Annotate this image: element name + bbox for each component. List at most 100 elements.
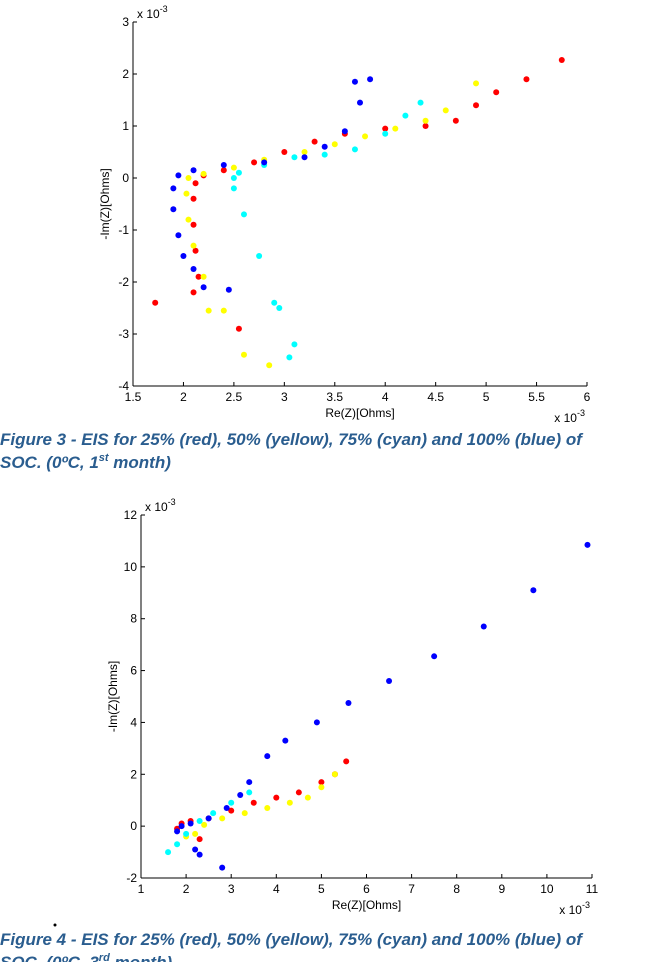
data-point xyxy=(345,699,352,706)
data-point xyxy=(192,830,199,837)
axis-multiplier: x 10-3 xyxy=(559,900,590,917)
caption-line: SOC. (0ºC, 1st month) xyxy=(0,452,171,472)
data-point xyxy=(205,815,212,822)
data-point xyxy=(351,146,358,153)
data-point xyxy=(331,771,338,778)
y-tick-label: -3 xyxy=(118,327,129,341)
x-axis-label: Re(Z)[Ohms] xyxy=(325,406,394,420)
data-point xyxy=(185,175,192,181)
data-point xyxy=(170,206,177,213)
y-tick-label: 8 xyxy=(130,612,137,626)
data-point xyxy=(174,828,181,835)
data-point xyxy=(210,810,217,817)
data-point xyxy=(301,149,308,155)
x-tick-label: 3.5 xyxy=(326,390,343,404)
data-point xyxy=(175,172,182,179)
x-tick-label: 5 xyxy=(483,390,490,404)
data-point xyxy=(530,587,537,594)
data-point xyxy=(291,341,298,348)
data-point xyxy=(281,149,288,155)
caption-sup: rd xyxy=(99,952,110,962)
data-point xyxy=(480,623,487,630)
data-point xyxy=(196,836,203,843)
data-point xyxy=(175,232,182,239)
data-point xyxy=(584,541,591,548)
y-tick-label: -1 xyxy=(118,223,129,237)
data-point xyxy=(192,846,199,853)
data-point xyxy=(219,815,226,822)
data-point xyxy=(195,273,202,280)
x-tick-label: 5.5 xyxy=(528,390,545,404)
data-point xyxy=(452,117,459,124)
x-tick-label: 4 xyxy=(273,882,280,896)
data-point xyxy=(422,117,429,124)
data-point xyxy=(256,253,263,259)
data-point xyxy=(183,190,190,197)
data-point xyxy=(442,107,449,114)
data-point xyxy=(291,154,298,161)
data-point xyxy=(228,799,235,806)
multiplier-base: x 10 xyxy=(559,903,582,917)
data-point xyxy=(295,789,302,796)
data-point xyxy=(192,180,199,187)
multiplier-base: x 10 xyxy=(145,500,168,514)
caption-sup: st xyxy=(99,452,110,464)
y-tick-label: -2 xyxy=(126,871,137,885)
data-point xyxy=(251,159,258,166)
y-tick-label: -2 xyxy=(118,275,129,289)
data-point xyxy=(183,830,190,837)
y-axis-label: -Im(Z)[Ohms] xyxy=(106,661,120,732)
y-tick-label: 4 xyxy=(130,715,137,729)
caption-text: month) xyxy=(110,953,173,962)
data-point xyxy=(318,784,325,791)
data-point xyxy=(219,864,226,871)
x-tick-label: 2 xyxy=(183,882,190,896)
y-tick-label: -4 xyxy=(118,379,129,393)
data-point xyxy=(220,307,227,314)
data-point xyxy=(313,719,320,726)
data-point xyxy=(220,167,227,174)
multiplier-exponent: -3 xyxy=(577,408,585,418)
data-point xyxy=(228,807,235,814)
y-axis-label: -Im(Z)[Ohms] xyxy=(98,168,112,239)
multiplier-exponent: -3 xyxy=(582,900,590,910)
x-tick-label: 6 xyxy=(584,390,591,404)
x-tick-label: 2.5 xyxy=(226,390,243,404)
data-point xyxy=(223,804,230,811)
data-point xyxy=(185,216,192,223)
data-point xyxy=(240,351,247,358)
data-point xyxy=(190,167,197,174)
caption-text: SOC. (0ºC, 3 xyxy=(0,953,99,962)
multiplier-exponent: -3 xyxy=(168,497,176,507)
data-point xyxy=(318,779,325,786)
data-point xyxy=(200,273,207,280)
data-point xyxy=(357,99,363,106)
data-point xyxy=(196,817,203,824)
data-point xyxy=(431,653,438,660)
data-point xyxy=(362,133,369,140)
data-point xyxy=(174,841,181,848)
data-point xyxy=(165,849,172,856)
y-tick-label: 3 xyxy=(122,15,129,29)
data-point xyxy=(493,89,500,96)
data-point xyxy=(261,159,268,166)
data-point xyxy=(386,677,393,684)
data-point xyxy=(187,820,194,827)
data-point xyxy=(473,80,480,87)
data-point xyxy=(286,354,293,361)
axis-multiplier: x 10-3 xyxy=(145,497,176,514)
data-point xyxy=(196,851,203,858)
data-point xyxy=(273,794,280,801)
data-point xyxy=(422,123,429,129)
data-point xyxy=(282,737,289,744)
x-tick-label: 6 xyxy=(363,882,370,896)
data-point xyxy=(304,794,311,801)
caption-text: month) xyxy=(109,453,172,472)
x-tick-label: 1 xyxy=(138,882,145,896)
data-point xyxy=(402,112,409,119)
data-point xyxy=(178,823,185,830)
y-tick-label: 12 xyxy=(124,508,138,522)
data-point xyxy=(417,99,424,106)
data-point xyxy=(235,169,242,176)
data-point xyxy=(180,253,187,259)
